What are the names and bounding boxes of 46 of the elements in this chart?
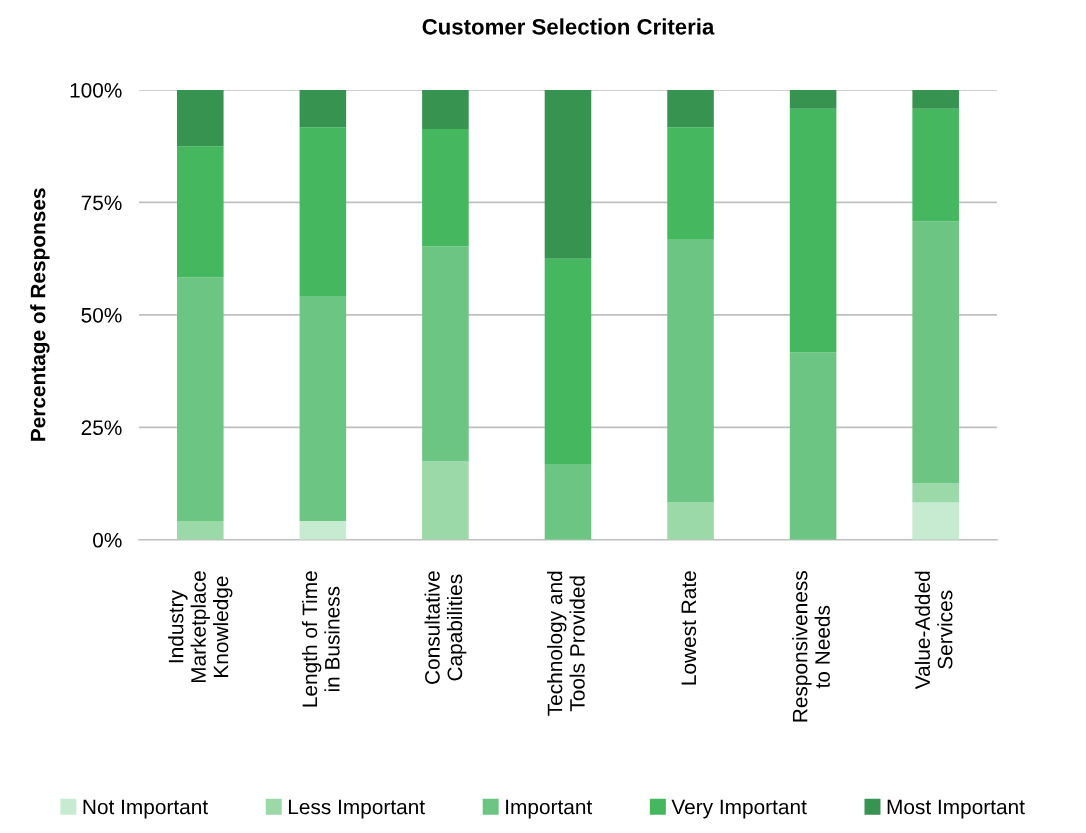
bar (177, 520, 224, 540)
x-tick-label: Length of Time in Business (301, 571, 340, 707)
bar (667, 239, 714, 503)
bar (789, 108, 837, 353)
bar (667, 89, 714, 128)
legend-label: Most Important (887, 799, 1025, 819)
bar (544, 89, 592, 259)
bar (177, 89, 224, 147)
bar (299, 295, 347, 521)
bar (912, 89, 959, 109)
bar (177, 146, 224, 278)
x-tick-label: Consultative Capabilities (424, 571, 467, 684)
bar (299, 89, 347, 128)
legend-label: Very Important (671, 799, 807, 819)
x-tick-label: Value-Added Services (914, 571, 953, 690)
y-tick-label: 25% (81, 420, 122, 436)
bar (422, 246, 469, 462)
y-tick-label: 100% (70, 82, 122, 98)
bar (544, 258, 592, 465)
bar (667, 127, 714, 240)
y-tick-label: 50% (81, 307, 122, 323)
bar (544, 464, 592, 540)
x-tick-label: Responsiveness to Needs (792, 571, 830, 722)
y-axis-title: Percentage of Responses (30, 188, 50, 441)
bar (912, 502, 959, 540)
bar (789, 89, 837, 109)
x-tick-label: Lowest Rate (681, 571, 697, 685)
bar (912, 483, 959, 503)
bar (422, 89, 469, 130)
bar (912, 221, 959, 484)
bar (299, 127, 347, 296)
bar (177, 277, 224, 521)
bar (422, 461, 469, 540)
y-tick-label: 75% (81, 195, 122, 211)
bar (299, 520, 347, 540)
x-tick-label: Industry Marketplace Knowledge (168, 571, 233, 683)
legend-label: Less Important (288, 799, 425, 819)
x-tick-label: Technology and Tools Provided (547, 571, 585, 716)
bar (667, 502, 714, 540)
y-tick-label: 0% (93, 532, 122, 548)
bar (912, 108, 959, 222)
legend-label: Not Important (83, 799, 208, 819)
bar (422, 129, 469, 247)
chart-title: Customer Selection Criteria (422, 18, 715, 35)
bar (789, 352, 837, 540)
legend-label: Important (506, 799, 593, 819)
